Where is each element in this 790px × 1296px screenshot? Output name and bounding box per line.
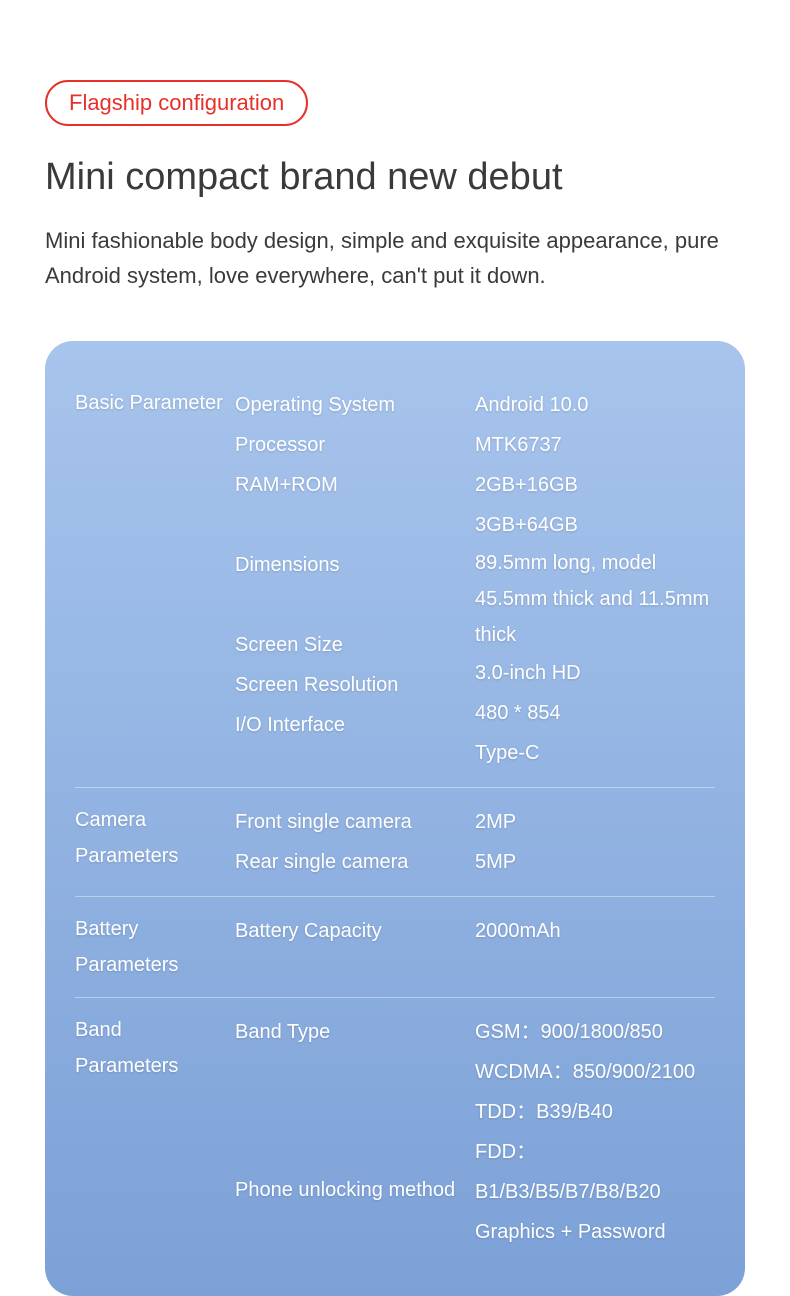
spec-value: MTK6737 — [475, 425, 715, 465]
section-heading: Camera Parameters — [75, 802, 235, 882]
spec-label: RAM+ROM — [235, 465, 465, 505]
spec-value: FDD：B1/B3/B5/B7/B8/B20 — [475, 1132, 715, 1212]
spec-label — [235, 1132, 465, 1172]
spec-value: 89.5mm long, model 45.5mm thick and 11.5… — [475, 545, 715, 653]
spec-section: Camera ParametersFront single cameraRear… — [75, 787, 715, 896]
section-heading: Basic Parameter — [75, 385, 235, 773]
spec-value: WCDMA：850/900/2100 — [475, 1052, 715, 1092]
spec-value: 5MP — [475, 842, 715, 882]
section-heading: Band Parameters — [75, 1012, 235, 1252]
spec-label: Screen Size — [235, 625, 465, 665]
section-values: GSM：900/1800/850WCDMA：850/900/2100TDD：B3… — [475, 1012, 715, 1252]
spec-value: 480 * 854 — [475, 693, 715, 733]
spec-value: 2GB+16GB — [475, 465, 715, 505]
spec-value: 3.0-inch HD — [475, 653, 715, 693]
spec-card: Basic ParameterOperating SystemProcessor… — [45, 341, 745, 1296]
spec-section: Basic ParameterOperating SystemProcessor… — [75, 371, 715, 787]
section-labels: Front single cameraRear single camera — [235, 802, 475, 882]
section-labels: Battery Capacity — [235, 911, 475, 983]
spec-value: TDD：B39/B40 — [475, 1092, 715, 1132]
spec-label: Front single camera — [235, 802, 465, 842]
spec-label: I/O Interface — [235, 705, 465, 745]
section-values: 2000mAh — [475, 911, 715, 983]
page-subtitle: Mini fashionable body design, simple and… — [45, 223, 745, 293]
spec-label: Processor — [235, 425, 465, 465]
spec-value: Graphics + Password — [475, 1212, 715, 1252]
spec-label: Screen Resolution — [235, 665, 465, 705]
section-values: 2MP5MP — [475, 802, 715, 882]
spec-label: Dimensions — [235, 545, 465, 625]
spec-value: Android 10.0 — [475, 385, 715, 425]
spec-value: 3GB+64GB — [475, 505, 715, 545]
flagship-badge: Flagship configuration — [45, 80, 308, 126]
spec-value: 2000mAh — [475, 911, 715, 951]
spec-value: 2MP — [475, 802, 715, 842]
page-title: Mini compact brand new debut — [45, 156, 745, 199]
section-labels: Operating SystemProcessorRAM+ROM Dimensi… — [235, 385, 475, 773]
spec-section: Battery ParametersBattery Capacity2000mA… — [75, 896, 715, 997]
spec-label — [235, 1092, 465, 1132]
spec-value: Type-C — [475, 733, 715, 773]
spec-value: GSM：900/1800/850 — [475, 1012, 715, 1052]
section-values: Android 10.0MTK67372GB+16GB3GB+64GB89.5m… — [475, 385, 715, 773]
spec-label — [235, 505, 465, 545]
spec-label: Rear single camera — [235, 842, 465, 882]
spec-label — [235, 1052, 465, 1092]
section-labels: Band Type Phone unlocking method — [235, 1012, 475, 1252]
spec-label: Band Type — [235, 1012, 465, 1052]
spec-section: Band ParametersBand Type Phone unlocking… — [75, 997, 715, 1266]
spec-label: Operating System — [235, 385, 465, 425]
section-heading: Battery Parameters — [75, 911, 235, 983]
spec-label: Battery Capacity — [235, 911, 465, 951]
spec-label: Phone unlocking method — [235, 1172, 465, 1208]
